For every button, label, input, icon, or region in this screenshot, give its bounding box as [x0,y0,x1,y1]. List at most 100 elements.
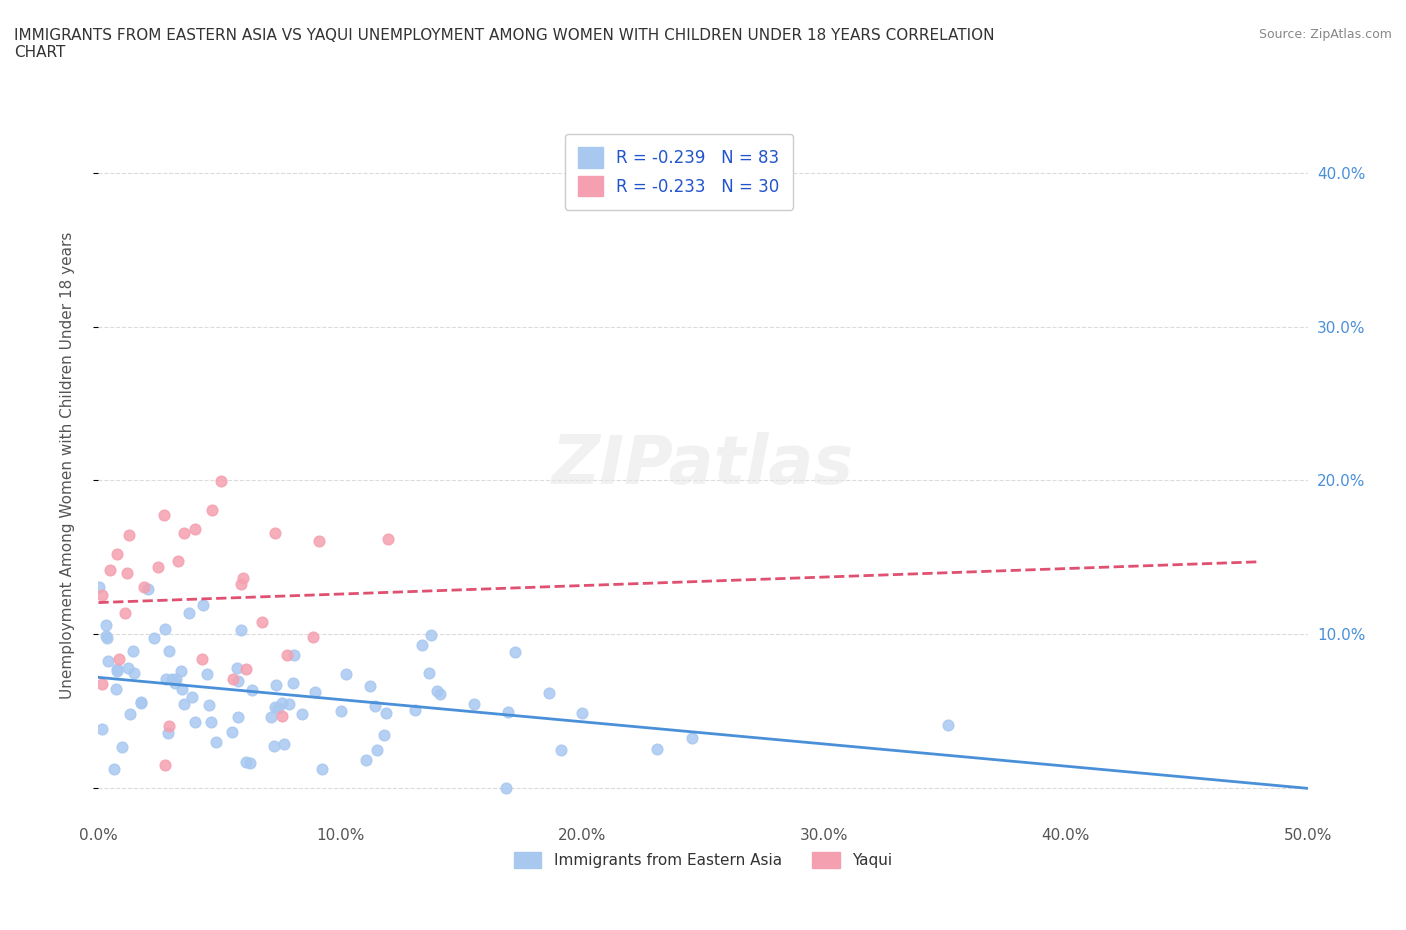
Point [148,560,170,575]
Point [143,631,166,645]
Point [283,647,305,662]
Point [155,672,177,687]
Point [271,709,294,724]
Point [122,665,145,680]
Point [157,644,180,658]
Point [165,671,187,686]
Point [250,615,273,630]
Point [311,762,333,777]
Text: ZIPatlas: ZIPatlas [553,432,853,498]
Point [276,647,298,662]
Point [136,582,159,597]
Point [240,683,263,698]
Point [235,754,257,769]
Point [117,660,139,675]
Point [200,714,222,729]
Point [308,534,330,549]
Point [263,738,285,753]
Point [411,637,433,652]
Point [495,780,517,795]
Point [191,651,214,666]
Point [91,676,114,691]
Point [377,532,399,547]
Point [97,654,120,669]
Point [177,605,200,620]
Point [96,629,118,644]
Point [201,503,224,518]
Point [172,682,194,697]
Point [114,605,136,620]
Point [264,525,287,540]
Point [375,706,398,721]
Point [191,598,214,613]
Point [226,661,249,676]
Point [260,710,283,724]
Point [153,621,176,636]
Point [304,684,326,699]
Point [239,755,262,770]
Point [335,667,357,682]
Point [270,696,292,711]
Point [420,628,443,643]
Point [498,705,520,720]
Point [302,630,325,644]
Point [115,565,138,580]
Point [226,673,249,688]
Point [184,522,207,537]
Point [153,757,176,772]
Point [173,697,195,711]
Point [105,662,128,677]
Point [221,724,243,739]
Point [107,664,129,679]
Point [273,737,295,751]
Point [681,730,703,745]
Point [197,698,219,712]
Point [503,644,526,659]
Point [264,677,287,692]
Point [91,722,114,737]
Text: IMMIGRANTS FROM EASTERN ASIA VS YAQUI UNEMPLOYMENT AMONG WOMEN WITH CHILDREN UND: IMMIGRANTS FROM EASTERN ASIA VS YAQUI UN… [14,28,994,60]
Text: Source: ZipAtlas.com: Source: ZipAtlas.com [1258,28,1392,41]
Point [160,671,183,686]
Point [373,727,395,742]
Point [209,473,232,488]
Legend: Immigrants from Eastern Asia, Yaqui: Immigrants from Eastern Asia, Yaqui [508,846,898,874]
Point [163,675,186,690]
Point [170,663,193,678]
Y-axis label: Unemployment Among Women with Children Under 18 years: Unemployment Among Women with Children U… [60,232,75,698]
Point [404,702,426,717]
Point [167,553,190,568]
Point [267,700,290,715]
Point [162,672,184,687]
Point [263,699,285,714]
Point [291,706,314,721]
Point [426,684,449,699]
Point [195,667,218,682]
Point [111,740,134,755]
Point [100,562,122,577]
Point [122,644,145,658]
Point [364,698,387,713]
Point [229,622,252,637]
Point [118,528,141,543]
Point [134,580,156,595]
Point [418,666,440,681]
Point [89,579,111,594]
Point [463,697,485,711]
Point [429,686,451,701]
Point [645,741,668,756]
Point [157,719,180,734]
Point [103,762,125,777]
Point [131,695,153,710]
Point [129,696,152,711]
Point [156,725,179,740]
Point [366,742,388,757]
Point [226,710,249,724]
Point [108,652,131,667]
Point [107,547,129,562]
Point [205,735,228,750]
Point [173,525,195,540]
Point [153,508,176,523]
Point [232,571,254,586]
Point [936,717,959,732]
